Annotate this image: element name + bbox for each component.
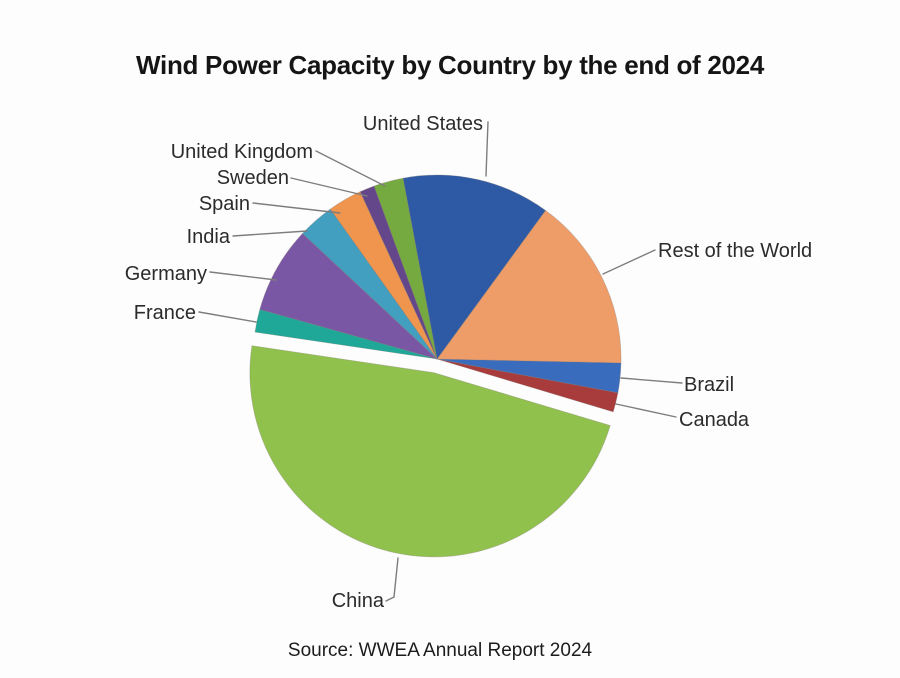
slice-label-sweden: Sweden: [217, 167, 289, 189]
pie-slice-china: [249, 345, 611, 558]
chart-title: Wind Power Capacity by Country by the en…: [136, 50, 764, 80]
leader-line-spain: [252, 202, 341, 214]
leader-line-france: [198, 311, 257, 323]
pie-slice-sweden: [359, 185, 438, 360]
leader-line-canada: [615, 403, 677, 418]
pie-slice-brazil: [436, 358, 622, 394]
slice-label-spain: Spain: [199, 193, 250, 215]
leader-line-india: [232, 230, 308, 237]
slice-labels: Canada Brazil Rest of the World United Stat…: [125, 113, 812, 612]
pie-slice-united-kingdom: [373, 177, 438, 360]
leader-lines: [198, 121, 683, 602]
leader-line-china: [385, 557, 399, 602]
leader-line-brazil: [620, 377, 683, 384]
leader-line-united-kingdom: [315, 150, 386, 187]
slice-label-china: China: [332, 590, 385, 612]
pie-slice-canada: [436, 358, 619, 413]
leader-line-united-states: [485, 121, 489, 177]
slice-label-united-kingdom: United Kingdom: [171, 141, 313, 163]
pie-slices: [249, 174, 622, 558]
pie-slice-spain: [329, 191, 438, 360]
leader-line-sweden: [290, 177, 368, 197]
slice-label-brazil: Brazil: [684, 374, 734, 396]
source-caption: Source: WWEA Annual Report 2024: [287, 640, 593, 661]
pie-slice-india: [301, 208, 438, 360]
pie-slice-rest-of-the-world: [436, 209, 622, 364]
slice-label-france: France: [134, 302, 196, 324]
slice-label-rest-of-the-world: Rest of the World: [658, 240, 812, 262]
slice-label-germany: Germany: [125, 263, 207, 285]
pie-slice-germany: [259, 233, 438, 360]
slice-label-canada: Canada: [679, 409, 750, 431]
leader-line-germany: [209, 271, 277, 281]
leader-line-rest-of-the-world: [602, 249, 656, 275]
slice-label-united-states: United States: [363, 113, 483, 135]
slice-label-india: India: [187, 226, 231, 248]
pie-slice-france: [254, 309, 438, 360]
pie-slice-united-states: [402, 174, 547, 360]
